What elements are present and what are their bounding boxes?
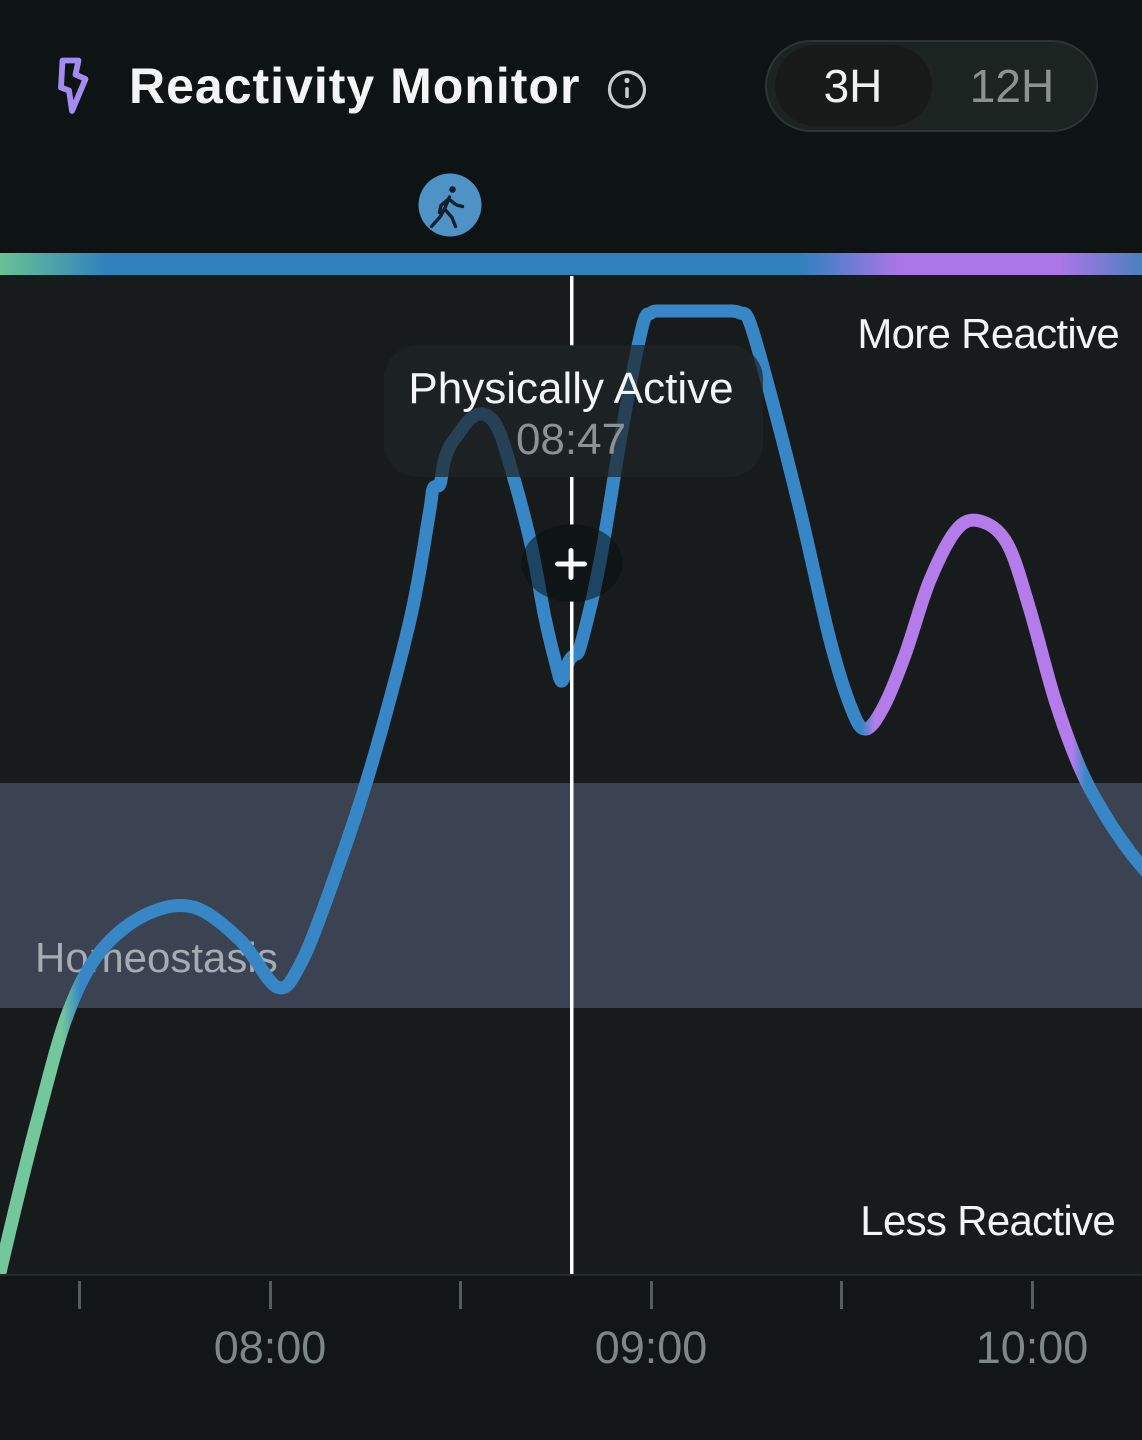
svg-text:Physically Active: Physically Active xyxy=(408,364,733,413)
svg-text:08:00: 08:00 xyxy=(214,1322,327,1373)
svg-text:10:00: 10:00 xyxy=(976,1322,1089,1373)
svg-text:08:47: 08:47 xyxy=(516,415,626,464)
svg-text:3H: 3H xyxy=(824,60,883,112)
svg-text:More Reactive: More Reactive xyxy=(857,310,1119,357)
svg-text:12H: 12H xyxy=(970,60,1054,112)
svg-text:09:00: 09:00 xyxy=(595,1322,708,1373)
svg-text:Reactivity Monitor: Reactivity Monitor xyxy=(129,58,580,114)
svg-text:Less Reactive: Less Reactive xyxy=(860,1197,1115,1244)
